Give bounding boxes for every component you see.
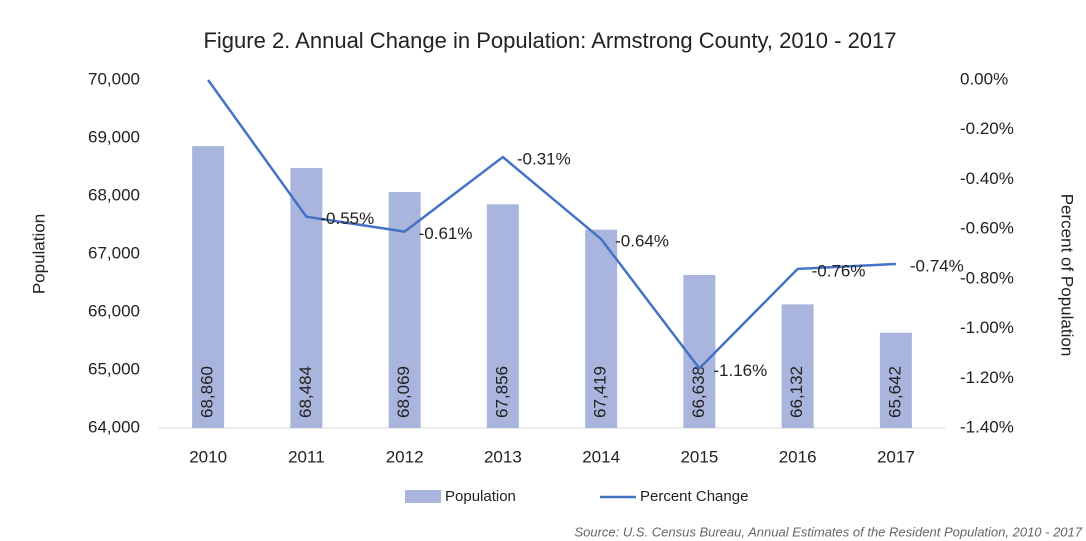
y2-tick-label: -1.20% (960, 368, 1014, 387)
legend-label: Population (445, 488, 516, 505)
y-tick-label: 67,000 (88, 243, 140, 262)
y2-tick-label: -0.40% (960, 169, 1014, 188)
line-value-label: -1.16% (713, 361, 767, 380)
y-tick-label: 64,000 (88, 417, 140, 436)
x-tick-label: 2015 (680, 447, 718, 466)
y2-tick-label: -0.80% (960, 268, 1014, 287)
bar-value-label: 66,132 (787, 366, 806, 418)
bar (585, 229, 618, 428)
y-axis-label: Population (29, 214, 48, 294)
bar (683, 274, 716, 428)
y2-tick-label: 0.00% (960, 69, 1008, 88)
bar-value-label: 68,860 (198, 366, 217, 418)
bar-value-label: 67,856 (492, 366, 511, 418)
bar-value-label: 68,484 (296, 366, 315, 418)
legend-label: Percent Change (640, 488, 748, 505)
legend-swatch (405, 490, 441, 503)
y2-tick-label: -0.60% (960, 219, 1014, 238)
source-note: Source: U.S. Census Bureau, Annual Estim… (574, 524, 1082, 539)
bar-value-label: 65,642 (885, 366, 904, 418)
y-tick-label: 69,000 (88, 127, 140, 146)
y-tick-label: 65,000 (88, 359, 140, 378)
x-tick-label: 2014 (582, 447, 620, 466)
line (207, 79, 896, 371)
line-value-label: -0.64% (615, 232, 669, 251)
bar (486, 204, 519, 428)
y-tick-label: 66,000 (88, 301, 140, 320)
y2-tick-label: -0.20% (960, 119, 1014, 138)
line-value-label: -0.31% (517, 150, 571, 169)
bar-value-label: 67,419 (591, 366, 610, 418)
bar (879, 332, 912, 428)
bar (192, 146, 225, 428)
x-tick-label: 2012 (386, 447, 424, 466)
line-value-label: -0.61% (419, 224, 473, 243)
y-tick-label: 70,000 (88, 69, 140, 88)
bar (290, 167, 323, 429)
x-tick-label: 2013 (484, 447, 522, 466)
x-tick-label: 2011 (288, 447, 325, 466)
line-value-label: -0.74% (910, 256, 964, 275)
y2-tick-label: -1.00% (960, 318, 1014, 337)
bar-value-label: 68,069 (394, 366, 413, 418)
y2-axis-label: Percent of Population (1058, 194, 1077, 357)
x-tick-label: 2016 (779, 447, 817, 466)
chart-title: Figure 2. Annual Change in Population: A… (203, 28, 896, 53)
line-value-label: -0.76% (812, 261, 866, 280)
line-value-label: -0.55% (320, 209, 374, 228)
bar-value-label: 66,638 (689, 366, 708, 418)
y2-tick-label: -1.40% (960, 417, 1014, 436)
x-tick-label: 2017 (877, 447, 915, 466)
x-tick-label: 2010 (189, 447, 227, 466)
y-tick-label: 68,000 (88, 185, 140, 204)
bar (781, 304, 814, 428)
